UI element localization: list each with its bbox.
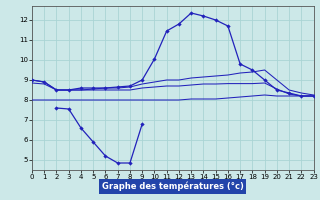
X-axis label: Graphe des températures (°c): Graphe des températures (°c) bbox=[102, 182, 244, 191]
